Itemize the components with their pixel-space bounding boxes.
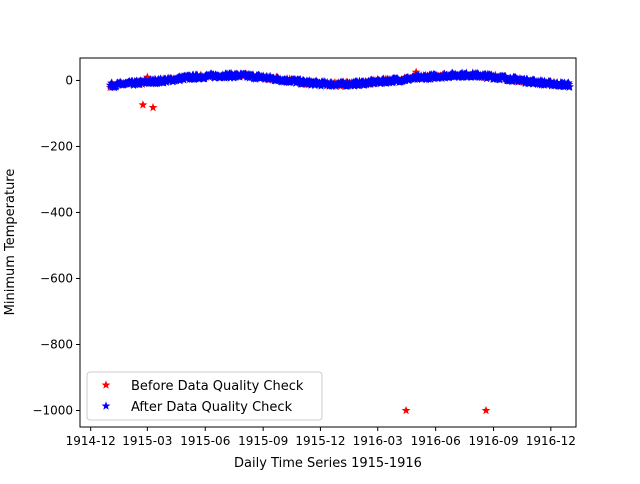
legend-marker-after [101,401,111,410]
data-point-after [248,70,258,79]
data-point-after [564,78,573,87]
legend-label-before: Before Data Quality Check [131,379,304,394]
data-point-after [501,71,510,81]
x-tick-label: 1915-12 [295,434,345,448]
y-tick-label: −800 [40,337,73,351]
x-tick-label: 1916-12 [526,434,576,448]
data-point-after [226,68,236,78]
data-point-before [401,405,411,415]
x-tick-label: 1916-06 [411,434,461,448]
legend-box [86,371,323,421]
data-point-after [282,74,292,83]
data-point-after [375,76,384,85]
data-point-before [481,405,491,415]
data-point-before [138,100,148,109]
data-point-after [305,76,315,85]
y-tick-label: −200 [40,139,73,153]
data-point-after [565,82,575,91]
y-axis-label: Minimum Temperature [3,169,18,316]
x-tick-label: 1915-03 [122,434,172,448]
data-point-before [142,72,152,81]
x-tick-label: 1916-09 [468,434,518,448]
legend-star-after [101,401,111,410]
y-tick-label: −400 [40,205,73,219]
data-point-after [546,77,556,86]
data-point-before [148,102,158,112]
x-tick-label: 1915-09 [238,434,288,448]
data-point-after [107,78,116,87]
y-tick-label: −600 [40,271,73,285]
y-tick-label: −1000 [32,403,73,417]
data-point-after [192,70,202,79]
plot-frame [79,57,577,428]
data-point-before [411,67,421,76]
data-point-after [388,78,398,87]
x-tick-label: 1914-12 [66,434,116,448]
legend-star-before [101,380,111,389]
legend-marker-before [101,380,111,389]
data-point-after [462,68,471,77]
data-point-after [522,74,532,83]
x-tick-label: 1916-03 [353,434,403,448]
y-tick-label: 0 [65,73,73,87]
legend-label-after: After Data Quality Check [131,400,293,415]
x-tick-label: 1915-06 [180,434,230,448]
data-point-after [432,70,442,80]
x-axis-label: Daily Time Series 1915-1916 [234,456,422,471]
data-point-after [326,77,336,87]
series-after [105,68,575,92]
data-point-after [474,70,483,79]
data-point-after [186,71,196,81]
data-point-after [508,76,517,85]
data-point-after [340,78,350,88]
legend: Before Data Quality Check After Data Qua… [86,371,323,421]
